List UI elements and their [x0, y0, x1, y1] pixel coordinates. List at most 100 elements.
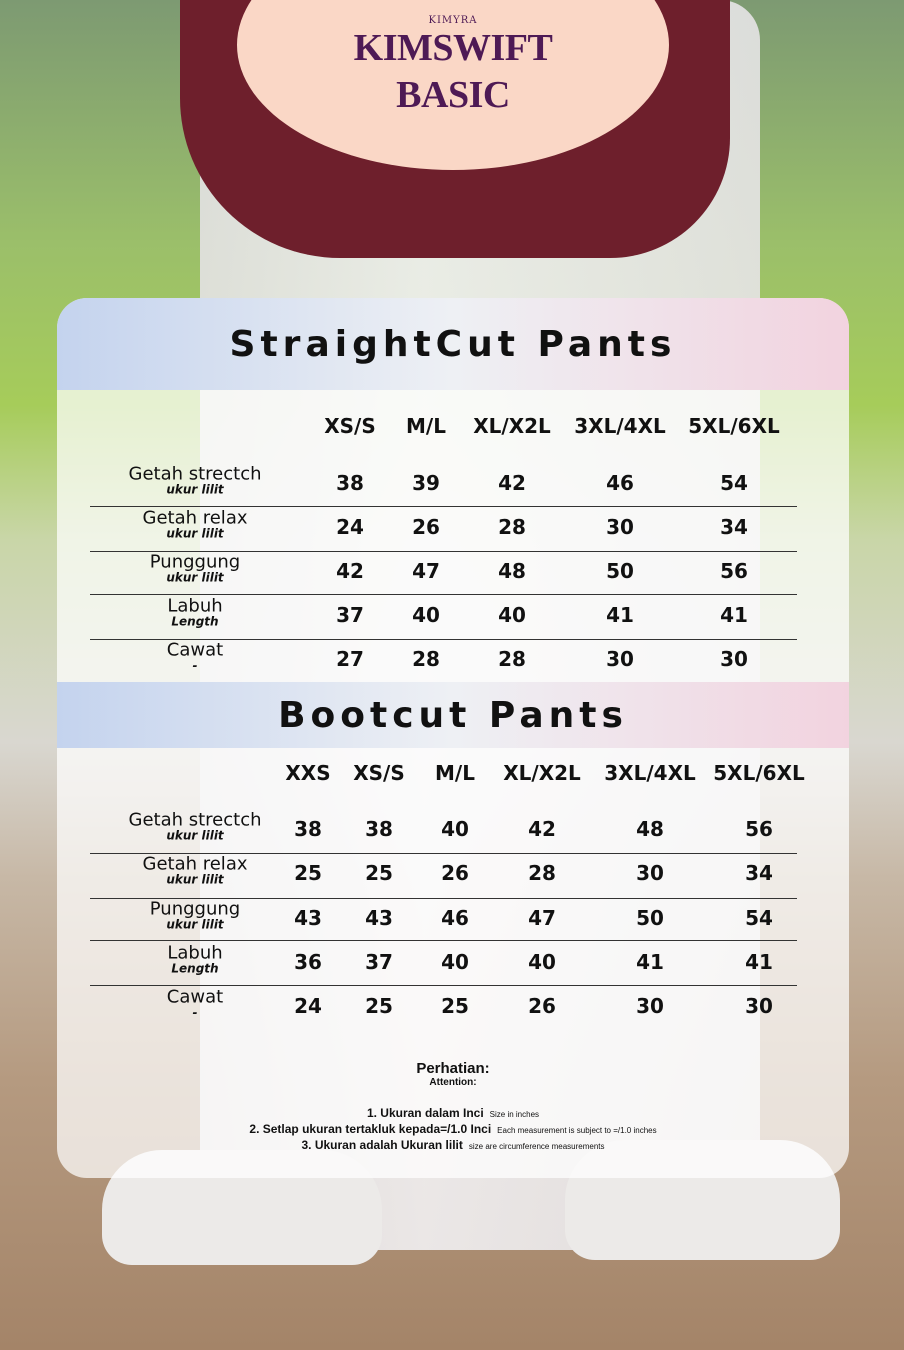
column-header: XL/X2L	[503, 761, 581, 785]
note-text: 3. Ukuran adalah Ukuran lilit	[301, 1138, 463, 1152]
column-header: 5XL/6XL	[713, 761, 805, 785]
table-cell: 43	[365, 906, 393, 930]
table-cell: 54	[745, 906, 773, 930]
table-cell: 34	[745, 861, 773, 885]
table-cell: 26	[441, 861, 469, 885]
column-header: XXS	[285, 761, 331, 785]
table-cell: 26	[528, 994, 556, 1018]
column-header: 3XL/4XL	[574, 414, 666, 438]
table-cell: 39	[412, 471, 440, 495]
table-cell: 26	[412, 515, 440, 539]
table-cell: 41	[745, 950, 773, 974]
row-label-text: Getah relax	[142, 507, 248, 529]
table-cell: 30	[636, 861, 664, 885]
row-label: Getah strectch ukur lilit	[128, 465, 261, 497]
table-cell: 30	[745, 994, 773, 1018]
notes-subtitle: Attention:	[429, 1077, 477, 1088]
row-label-text: Punggung	[149, 551, 241, 573]
table-cell: 28	[498, 647, 526, 671]
table-cell: 30	[636, 994, 664, 1018]
row-divider	[90, 853, 797, 854]
row-label: Getah relax ukur lilit	[142, 507, 248, 541]
table-cell: 47	[412, 559, 440, 583]
row-label: Labuh Length	[167, 595, 223, 629]
table-cell: 25	[294, 861, 322, 885]
table-cell: 41	[636, 950, 664, 974]
table-cell: 30	[606, 647, 634, 671]
row-sublabel: Length	[171, 614, 219, 629]
table-cell: 30	[606, 515, 634, 539]
row-divider	[90, 940, 797, 941]
column-header: XS/S	[324, 414, 376, 438]
bootcut-title: Bootcut Pants	[57, 682, 849, 748]
row-label-text: Labuh	[167, 595, 223, 617]
note-item: 3. Ukuran adalah Ukuran lilit size are ci…	[57, 1138, 849, 1152]
column-header: M/L	[435, 761, 475, 785]
column-header: M/L	[406, 414, 446, 438]
table-cell: 25	[365, 861, 393, 885]
table-cell: 56	[745, 817, 773, 841]
row-label: Getah strectch ukur lilit	[128, 809, 262, 843]
row-sublabel: ukur lilit	[166, 828, 224, 843]
column-header: 3XL/4XL	[604, 761, 696, 785]
table-cell: 42	[336, 559, 364, 583]
table-cell: 38	[336, 471, 364, 495]
row-divider	[90, 506, 797, 507]
table-cell: 24	[336, 515, 364, 539]
row-sublabel: ukur lilit	[166, 570, 224, 585]
table-cell: 46	[441, 906, 469, 930]
column-header: XL/X2L	[473, 414, 551, 438]
note-text: 1. Ukuran dalam Inci	[366, 1106, 484, 1120]
table-cell: 25	[441, 994, 469, 1018]
row-label-text: Getah strectch	[128, 809, 262, 831]
table-cell: 41	[720, 603, 748, 627]
row-sublabel: ukur lilit	[166, 482, 224, 497]
column-header: XS/S	[353, 761, 405, 785]
note-text: 2. Setlap ukuran tertakluk kepada=/1.0 I…	[249, 1122, 492, 1136]
table-cell: 28	[412, 647, 440, 671]
note-translation: Size in inches	[489, 1110, 540, 1119]
table-cell: 38	[294, 817, 322, 841]
table-cell: 46	[606, 471, 634, 495]
row-label-text: Punggung	[149, 898, 241, 920]
row-label-text: Cawat	[166, 986, 224, 1008]
logo-line2: BASIC	[396, 74, 510, 116]
table-cell: 28	[498, 515, 526, 539]
table-cell: 40	[412, 603, 440, 627]
row-divider	[90, 594, 797, 595]
row-label: Cawat -	[166, 986, 224, 1020]
table-cell: 28	[528, 861, 556, 885]
table-cell: 48	[636, 817, 664, 841]
row-sublabel: -	[192, 658, 198, 673]
column-header: 5XL/6XL	[688, 414, 780, 438]
table-cell: 41	[606, 603, 634, 627]
table-cell: 38	[365, 817, 393, 841]
size-chart-card: StraightCut Pants Bootcut Pants Perhatia…	[57, 298, 849, 1178]
row-label: Cawat -	[167, 641, 223, 673]
row-label: Getah relax ukur lilit	[142, 853, 248, 887]
table-cell: 40	[498, 603, 526, 627]
table-cell: 24	[294, 994, 322, 1018]
row-label-text: Getah relax	[142, 853, 248, 875]
row-label: Punggung ukur lilit	[149, 551, 241, 585]
table-cell: 54	[720, 471, 748, 495]
row-sublabel: Length	[171, 961, 219, 976]
table-cell: 50	[606, 559, 634, 583]
row-divider	[90, 898, 797, 899]
logo-maker: KIMYRA	[428, 15, 478, 26]
row-divider	[90, 985, 797, 986]
table-cell: 43	[294, 906, 322, 930]
table-cell: 30	[720, 647, 748, 671]
table-cell: 56	[720, 559, 748, 583]
row-label: Labuh Length	[167, 944, 222, 976]
table-cell: 36	[294, 950, 322, 974]
note-item: 2. Setlap ukuran tertakluk kepada=/1.0 I…	[57, 1122, 849, 1136]
row-label: Punggung ukur lilit	[149, 898, 241, 932]
logo-line1: KIMSWIFT	[353, 27, 553, 69]
table-cell: 48	[498, 559, 526, 583]
straightcut-title: StraightCut Pants	[57, 298, 849, 390]
table-cell: 37	[336, 603, 364, 627]
table-cell: 25	[365, 994, 393, 1018]
row-sublabel: ukur lilit	[166, 917, 224, 932]
table-cell: 47	[528, 906, 556, 930]
